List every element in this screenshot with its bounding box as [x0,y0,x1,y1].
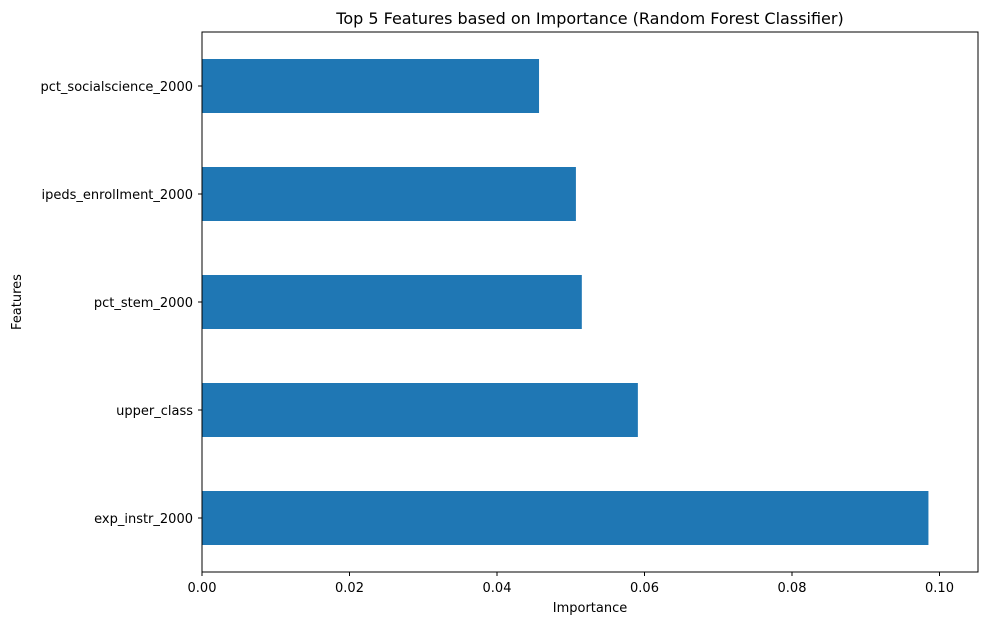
y-tick-label: upper_class [116,404,193,419]
x-axis-label: Importance [553,601,628,616]
chart-title: Top 5 Features based on Importance (Rand… [335,9,843,28]
bar-pct_socialscience_2000 [202,59,540,113]
y-axis-ticks: pct_socialscience_2000 ipeds_enrollment_2… [40,80,202,527]
x-tick-label: 0.08 [778,581,807,596]
x-tick-label: 0.00 [188,581,217,596]
x-tick-label: 0.10 [925,581,954,596]
bar-exp_instr_2000 [202,491,929,545]
y-tick-label: pct_stem_2000 [94,296,193,311]
x-tick-label: 0.06 [630,581,659,596]
y-axis-label: Features [10,274,25,330]
y-tick-label: exp_instr_2000 [94,512,193,527]
bars-group [202,59,929,545]
y-tick-label: ipeds_enrollment_2000 [42,188,193,203]
y-tick-label: pct_socialscience_2000 [40,80,193,95]
bar-upper_class [202,383,638,437]
x-tick-label: 0.04 [483,581,512,596]
x-tick-label: 0.02 [335,581,364,596]
bar-pct_stem_2000 [202,275,582,329]
x-axis-ticks: 0.00 0.02 0.04 0.06 0.08 0.10 [188,572,954,596]
bar-ipeds_enrollment_2000 [202,167,576,221]
